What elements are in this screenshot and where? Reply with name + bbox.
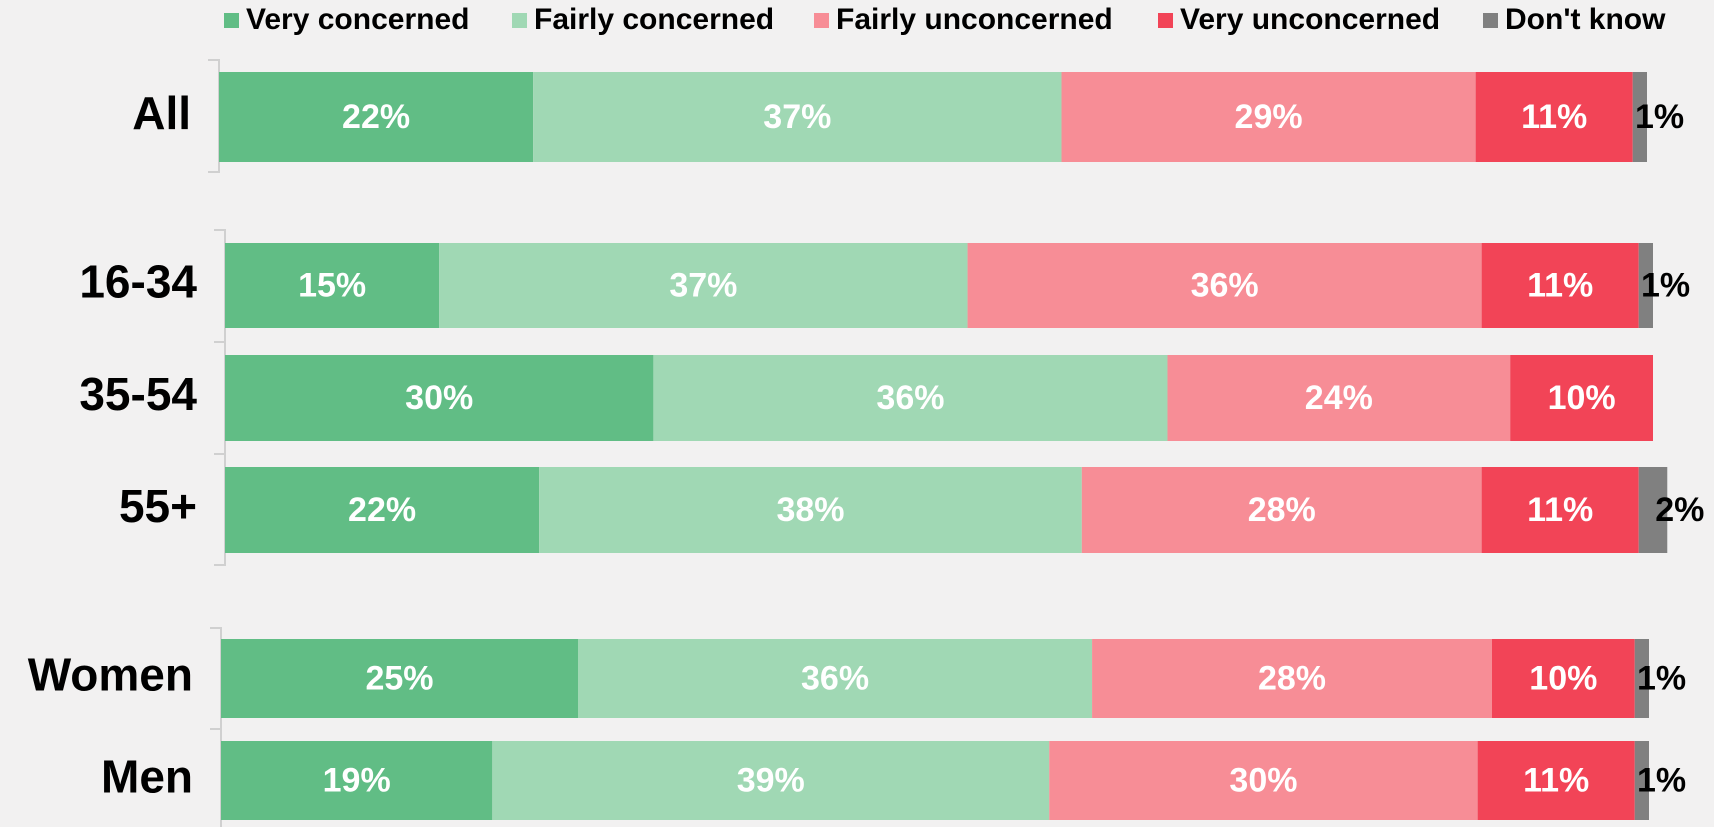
bar-segment	[1061, 72, 1476, 162]
bar-segment	[225, 355, 654, 441]
value-label: 30%	[1229, 761, 1297, 799]
bar-segment	[967, 243, 1482, 328]
value-label: 38%	[776, 491, 844, 529]
bar-segment	[1634, 639, 1649, 718]
value-label: 11%	[1521, 98, 1587, 136]
value-label: 36%	[801, 659, 869, 697]
value-label: 37%	[669, 266, 737, 304]
legend-swatch	[1483, 13, 1498, 28]
value-label: 29%	[1235, 98, 1303, 136]
bar-segment	[221, 639, 578, 718]
bracket	[210, 627, 222, 827]
category-label: 16-34	[79, 256, 197, 308]
value-label: 11%	[1527, 491, 1593, 529]
value-label: 30%	[405, 379, 473, 417]
bar-segment	[492, 741, 1050, 820]
bar-segment	[1510, 355, 1653, 441]
legend-swatch	[224, 13, 239, 28]
legend-label: Fairly concerned	[534, 3, 774, 36]
bar-segment	[1167, 355, 1511, 441]
bar-segment	[653, 355, 1168, 441]
bar-segment	[539, 467, 1082, 553]
group-brackets	[208, 59, 226, 827]
value-label: 10%	[1548, 379, 1616, 417]
bar-segment	[578, 639, 1093, 718]
legend-label: Very unconcerned	[1180, 3, 1440, 36]
bar-segment	[1081, 467, 1482, 553]
bar-segment	[1638, 243, 1653, 328]
bar-segment	[1475, 72, 1633, 162]
bar-segment	[1049, 741, 1478, 820]
bar-segment	[533, 72, 1062, 162]
legend-swatch	[814, 13, 829, 28]
value-label: 25%	[365, 659, 433, 697]
bar-segment	[1092, 639, 1492, 718]
value-label: 28%	[1248, 491, 1316, 529]
category-label: 55+	[119, 480, 197, 532]
value-label: 11%	[1527, 266, 1593, 304]
value-label: 22%	[348, 491, 416, 529]
bar-segment	[219, 72, 534, 162]
legend-swatch	[512, 13, 527, 28]
value-label: 11%	[1523, 761, 1589, 799]
value-label: 36%	[1191, 266, 1259, 304]
value-label: 15%	[298, 266, 366, 304]
value-label: 28%	[1258, 659, 1326, 697]
category-label: 35-54	[79, 368, 197, 420]
value-label: 1%	[1641, 266, 1690, 304]
category-label: Women	[28, 649, 193, 701]
bar-segment	[1634, 741, 1649, 820]
bracket	[214, 229, 226, 566]
bar-segment	[1638, 467, 1668, 553]
value-label: 37%	[763, 98, 831, 136]
value-label: 1%	[1637, 659, 1686, 697]
value-label: 1%	[1635, 98, 1684, 136]
value-label: 22%	[342, 98, 410, 136]
bar-segment	[221, 741, 493, 820]
bar-segment	[1481, 467, 1639, 553]
legend-swatch	[1158, 13, 1173, 28]
bar-segment	[225, 243, 440, 328]
bar-segment	[1481, 243, 1639, 328]
bracket	[208, 59, 220, 173]
value-label: 19%	[323, 761, 391, 799]
legend-label: Very concerned	[246, 3, 469, 36]
category-label: Men	[101, 751, 193, 803]
value-label: 1%	[1637, 761, 1686, 799]
bar-segment	[225, 467, 540, 553]
value-label: 24%	[1305, 379, 1373, 417]
bar-segment	[1477, 741, 1635, 820]
legend-label: Fairly unconcerned	[836, 3, 1113, 36]
bar-segment	[1632, 72, 1647, 162]
category-label: All	[132, 87, 191, 139]
value-label: 39%	[737, 761, 805, 799]
value-label: 10%	[1529, 659, 1597, 697]
value-label: 36%	[876, 379, 944, 417]
value-label: 2%	[1655, 491, 1704, 529]
legend-label: Don't know	[1505, 3, 1666, 36]
bar-segment	[439, 243, 968, 328]
bar-segment	[1491, 639, 1635, 718]
